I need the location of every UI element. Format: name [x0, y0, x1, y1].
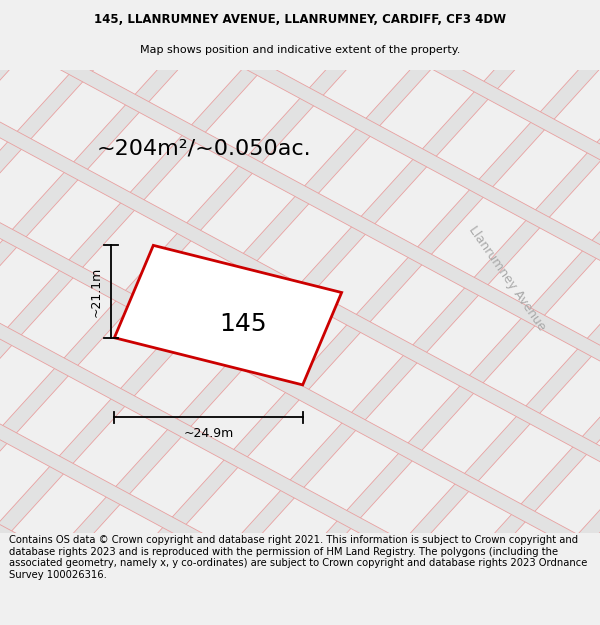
Polygon shape	[0, 0, 469, 625]
Text: Map shows position and indicative extent of the property.: Map shows position and indicative extent…	[140, 46, 460, 56]
Polygon shape	[0, 15, 600, 625]
Polygon shape	[0, 132, 600, 625]
Polygon shape	[0, 0, 17, 625]
Text: ~24.9m: ~24.9m	[184, 427, 233, 440]
Polygon shape	[0, 0, 526, 625]
Polygon shape	[0, 0, 600, 528]
Text: 145, LLANRUMNEY AVENUE, LLANRUMNEY, CARDIFF, CF3 4DW: 145, LLANRUMNEY AVENUE, LLANRUMNEY, CARD…	[94, 13, 506, 26]
Text: Contains OS data © Crown copyright and database right 2021. This information is : Contains OS data © Crown copyright and d…	[9, 535, 587, 580]
Polygon shape	[0, 0, 600, 596]
Polygon shape	[0, 0, 73, 625]
Polygon shape	[0, 469, 559, 625]
Polygon shape	[0, 0, 413, 625]
Polygon shape	[0, 0, 130, 625]
Polygon shape	[0, 0, 299, 625]
Polygon shape	[0, 0, 243, 625]
Polygon shape	[0, 0, 582, 625]
Text: 145: 145	[219, 312, 267, 336]
Text: ~204m²/~0.050ac.: ~204m²/~0.050ac.	[97, 139, 311, 159]
Polygon shape	[115, 246, 341, 385]
Polygon shape	[0, 0, 356, 625]
Polygon shape	[0, 537, 497, 625]
Polygon shape	[0, 64, 600, 625]
Text: ~21.1m: ~21.1m	[89, 266, 103, 317]
Text: Llanrumney Avenue: Llanrumney Avenue	[466, 223, 548, 333]
Polygon shape	[0, 334, 600, 625]
Polygon shape	[0, 604, 436, 625]
Polygon shape	[0, 402, 600, 625]
Polygon shape	[0, 267, 600, 625]
Polygon shape	[0, 0, 187, 625]
Polygon shape	[0, 199, 600, 625]
